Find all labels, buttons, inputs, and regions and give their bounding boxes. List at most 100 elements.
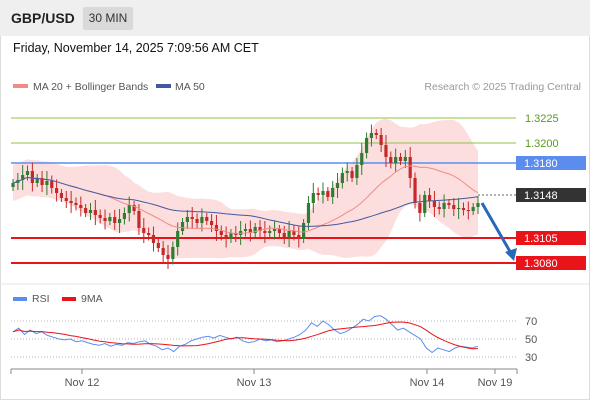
candle-body	[272, 229, 277, 231]
candle-body	[306, 203, 311, 223]
candle-body	[466, 210, 470, 211]
candle-body	[166, 255, 170, 259]
candle-body	[161, 248, 165, 255]
candle-body	[69, 201, 73, 203]
candle-body	[258, 227, 262, 231]
rsi-ma-legend-label: 9MA	[81, 293, 103, 305]
timeframe-badge[interactable]: 30 MIN	[83, 7, 133, 30]
level-tag-text-support: 1.3080	[524, 258, 558, 270]
candle-body	[108, 217, 112, 221]
candle-body	[389, 157, 393, 163]
candle-body	[297, 235, 301, 239]
candle-body	[224, 235, 228, 239]
ma20-legend-swatch	[13, 84, 28, 88]
candle-body	[403, 157, 407, 161]
candle-body	[253, 227, 257, 233]
candle-body	[423, 195, 427, 213]
copyright-label: Research © 2025 Trading Central	[424, 81, 581, 93]
candle-body	[268, 231, 272, 233]
candle-body	[350, 171, 354, 178]
candle-body	[345, 171, 349, 173]
candle-body	[113, 217, 117, 223]
candle-body	[442, 203, 446, 209]
x-axis-tick-label: Nov 14	[410, 377, 445, 389]
candle-body	[200, 217, 204, 223]
ma50-legend-label: MA 50	[175, 81, 205, 93]
candle-body	[45, 181, 49, 185]
ma50-legend-swatch	[156, 84, 171, 88]
candle-body	[84, 208, 88, 213]
rsi-tick-label: 70	[525, 316, 537, 328]
candle-body	[21, 175, 25, 180]
candle-body	[277, 229, 282, 233]
candle-body	[311, 193, 315, 203]
candle-body	[379, 135, 383, 145]
candle-body	[35, 178, 39, 183]
rsi-line	[12, 315, 479, 354]
rsi-legend-swatch	[13, 297, 27, 301]
ma20-legend-label: MA 20 + Bollinger Bands	[33, 81, 148, 93]
forecast-arrow-shaft	[480, 202, 514, 256]
candle-body	[360, 153, 364, 165]
candle-body	[374, 133, 378, 135]
candle-body	[248, 229, 252, 233]
rsi-ma-legend-swatch	[62, 297, 76, 301]
candle-body	[176, 231, 180, 247]
candle-body	[142, 228, 146, 233]
candle-body	[209, 221, 214, 225]
candle-body	[195, 219, 199, 223]
rsi-ma-line	[12, 321, 479, 350]
level-tag-support	[516, 256, 586, 270]
candle-body	[302, 223, 306, 239]
candle-body	[418, 203, 422, 213]
level-tag-last	[516, 188, 586, 202]
level-tag-text-pivot: 1.3180	[524, 158, 558, 170]
instrument-title: GBP/USD	[11, 10, 75, 26]
candle-body	[427, 195, 432, 201]
candle-body	[171, 247, 175, 259]
level-tag-text-support: 1.3105	[524, 233, 558, 245]
candle-body	[384, 145, 388, 157]
candle-body	[476, 203, 480, 207]
rsi-legend-label: RSI	[32, 293, 50, 305]
candle-body	[219, 231, 223, 235]
level-label-resistance: 1.3200	[525, 138, 559, 150]
candle-body	[74, 203, 78, 205]
candle-body	[147, 233, 151, 235]
level-tag-text-last: 1.3148	[524, 190, 558, 202]
candle-body	[452, 205, 456, 209]
candle-body	[54, 188, 59, 193]
forecast-arrow-head	[505, 248, 517, 261]
candle-body	[355, 165, 359, 178]
candle-body	[127, 205, 131, 213]
candle-body	[447, 203, 451, 205]
candle-body	[234, 233, 238, 235]
candle-body	[205, 217, 209, 221]
candle-body	[122, 213, 127, 219]
level-tag-pivot	[516, 156, 586, 170]
candle-body	[229, 233, 233, 239]
candle-body	[117, 219, 122, 223]
candle-body	[471, 207, 475, 211]
candle-body	[132, 205, 136, 211]
candle-body	[137, 211, 141, 228]
candle-body	[180, 222, 185, 231]
candle-body	[335, 183, 340, 188]
candle-body	[103, 218, 107, 221]
candle-body	[326, 191, 330, 197]
level-label-resistance: 1.3225	[525, 113, 559, 125]
candle-body	[30, 171, 34, 183]
candle-body	[156, 243, 160, 248]
candle-body	[25, 171, 30, 175]
candle-body	[98, 215, 102, 218]
candle-body	[88, 210, 93, 213]
candle-body	[437, 207, 441, 209]
timestamp: Friday, November 14, 2025 7:09:56 AM CET	[13, 41, 259, 55]
ma50-line	[12, 176, 479, 227]
candle-body	[394, 157, 398, 163]
candle-body	[316, 193, 320, 195]
candle-body	[151, 235, 156, 243]
level-tag-support	[516, 231, 586, 245]
candle-body	[263, 231, 267, 233]
candle-body	[190, 217, 194, 219]
